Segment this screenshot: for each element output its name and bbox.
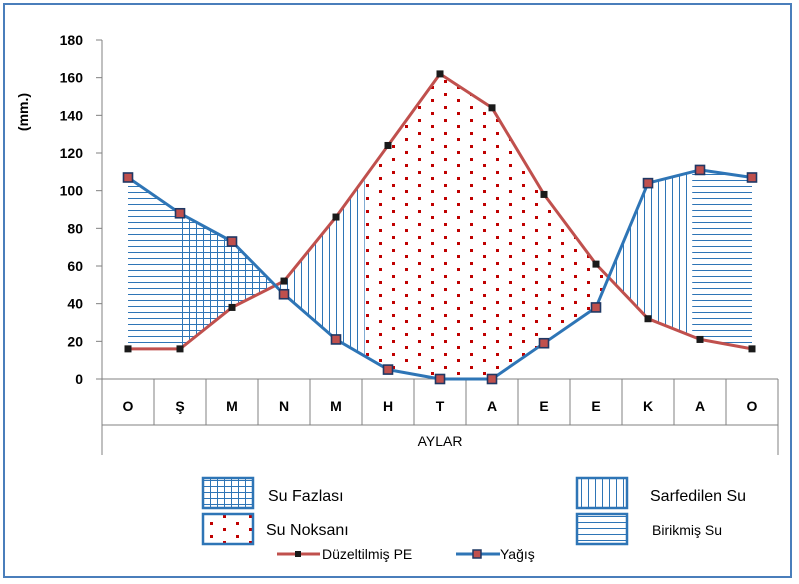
x-tick-label: N [279,398,289,414]
x-tick-label: T [436,398,445,414]
legend-marker-yagis [472,549,482,559]
legend-swatch-su-noksani [201,512,255,546]
legend-marker-pe [295,551,301,557]
area-su-noksani [364,73,609,380]
data-point-yagis [330,334,342,345]
data-point-duzeltilmis-pe [644,315,652,323]
y-tick-label: 120 [60,145,84,161]
x-tick-label: O [123,398,134,414]
filled-areas [128,73,752,380]
x-tick-label: A [695,398,705,414]
y-tick-label: 20 [67,333,83,349]
axes [96,39,779,455]
data-point-duzeltilmis-pe [176,345,184,353]
x-axis-label: AYLAR [418,433,463,449]
legend-label-yagis: Yağış [500,546,535,562]
data-point-yagis [590,302,602,313]
data-point-yagis [434,373,446,385]
data-point-duzeltilmis-pe [540,190,548,198]
data-point-yagis [486,373,498,385]
legend-label-su-fazlasi: Su Fazlası [268,488,344,505]
data-point-yagis [538,337,550,349]
x-tick-label: E [591,398,600,414]
series-markers [122,70,758,385]
y-tick-label: 140 [60,107,84,123]
x-tick-label: Ş [175,398,184,414]
y-tick-label: 60 [67,258,83,274]
x-tick-label: M [330,398,342,414]
data-point-duzeltilmis-pe [332,213,340,221]
area-sarfedilen-su-right [608,171,693,337]
legend-swatch-su-fazlasi [201,476,255,510]
area-sarfedilen-su [275,177,365,356]
area-su-fazlasi-left [180,213,276,349]
y-tick-label: 0 [75,371,83,387]
y-tick-label: 40 [67,296,83,312]
data-point-yagis [746,172,758,183]
y-axis-label: (mm.) [15,93,31,131]
data-point-duzeltilmis-pe [592,260,600,268]
y-tick-label: 100 [60,183,84,199]
series-legend: Düzeltilmiş PE Yağış [277,546,535,562]
x-tick-label: H [383,398,393,414]
data-point-yagis [226,236,238,247]
area-legend: Su Fazlası Su Noksanı Sarfedilen Su Biri… [201,476,746,546]
x-tick-label: E [539,398,548,414]
legend-label-birikmis-su: Birikmiş Su [652,522,722,538]
axis-labels: 0 20 40 60 80 100 120 140 160 180 O Ş M N M H T A E E K A O [60,32,758,414]
data-point-yagis [642,177,654,189]
data-point-yagis [174,207,186,219]
data-point-duzeltilmis-pe [696,335,704,343]
x-tick-label: O [747,398,758,414]
x-tick-label: A [487,398,497,414]
data-point-duzeltilmis-pe [228,303,236,311]
data-point-duzeltilmis-pe [748,345,756,353]
y-tick-label: 180 [60,32,84,48]
y-tick-label: 80 [67,220,83,236]
area-birikmis-su-left [128,177,180,349]
legend-swatch-birikmis-su [575,512,629,546]
legend-label-pe: Düzeltilmiş PE [322,546,412,562]
y-tick-label: 160 [60,70,84,86]
legend-label-sarfedilen-su: Sarfedilen Su [650,488,746,505]
area-birikmis-su-right [692,169,752,349]
data-point-duzeltilmis-pe [488,104,496,112]
data-point-duzeltilmis-pe [280,277,288,285]
data-point-yagis [382,364,394,375]
x-tick-label: M [226,398,238,414]
data-point-duzeltilmis-pe [384,141,392,149]
data-point-duzeltilmis-pe [436,70,444,78]
data-point-yagis [278,288,290,300]
x-tick-label: K [643,398,653,414]
legend-label-su-noksani: Su Noksanı [266,522,349,539]
legend-swatch-sarfedilen-su [575,476,629,510]
data-point-duzeltilmis-pe [124,345,132,353]
data-point-yagis [694,164,706,176]
data-point-yagis [122,172,134,183]
